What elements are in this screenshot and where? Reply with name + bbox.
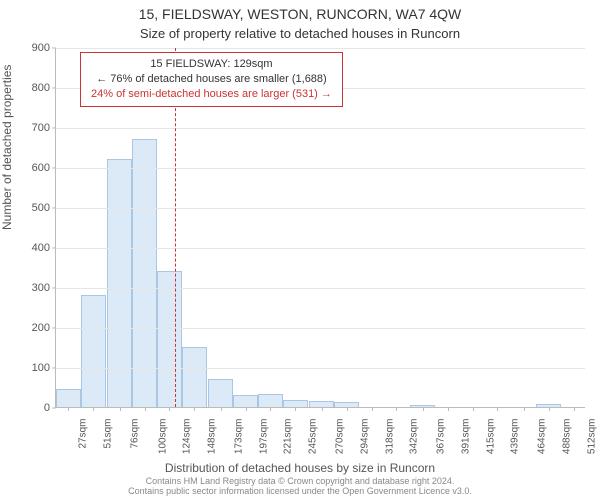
footer-line-1: Contains HM Land Registry data © Crown c… [146, 476, 455, 486]
xtick-label: 391sqm [460, 419, 471, 455]
xtick-mark [497, 407, 498, 411]
xtick-mark [68, 407, 69, 411]
xtick-label: 464sqm [536, 419, 547, 455]
ytick-label: 100 [32, 362, 50, 374]
xtick-label: 197sqm [258, 419, 269, 455]
annotation-line-3: 24% of semi-detached houses are larger (… [91, 87, 332, 102]
x-axis-label: Distribution of detached houses by size … [0, 461, 600, 475]
xtick-label: 439sqm [510, 419, 521, 455]
xtick-mark [295, 407, 296, 411]
xtick-label: 488sqm [561, 419, 572, 455]
ytick-label: 900 [32, 42, 50, 54]
ytick-mark [52, 328, 56, 329]
xtick-mark [322, 407, 323, 411]
xtick-mark [372, 407, 373, 411]
xtick-mark [347, 407, 348, 411]
xtick-mark [246, 407, 247, 411]
bar [132, 139, 158, 407]
xtick-mark [549, 407, 550, 411]
plot-area: 010020030040050060070080090027sqm51sqm76… [55, 48, 585, 408]
bar [208, 379, 234, 407]
xtick-label: 124sqm [182, 419, 193, 455]
xtick-mark [169, 407, 170, 411]
xtick-mark [194, 407, 195, 411]
ytick-mark [52, 248, 56, 249]
ytick-mark [52, 88, 56, 89]
bar [56, 389, 82, 407]
xtick-label: 100sqm [157, 419, 168, 455]
ytick-label: 400 [32, 242, 50, 254]
ytick-label: 300 [32, 282, 50, 294]
xtick-label: 76sqm [129, 419, 140, 449]
xtick-mark [120, 407, 121, 411]
bar [258, 394, 284, 407]
ytick-label: 0 [44, 402, 50, 414]
ytick-mark [52, 168, 56, 169]
xtick-mark [524, 407, 525, 411]
y-axis-label: Number of detached properties [0, 65, 14, 230]
bar [157, 271, 183, 407]
ytick-mark [52, 288, 56, 289]
xtick-label: 270sqm [334, 419, 345, 455]
xtick-label: 342sqm [409, 419, 420, 455]
xtick-mark [270, 407, 271, 411]
xtick-mark [145, 407, 146, 411]
page-subtitle: Size of property relative to detached ho… [0, 26, 600, 41]
xtick-mark [396, 407, 397, 411]
ytick-label: 700 [32, 122, 50, 134]
xtick-label: 221sqm [283, 419, 294, 455]
ytick-mark [52, 368, 56, 369]
bar [182, 347, 208, 407]
xtick-label: 318sqm [384, 419, 395, 455]
xtick-mark [448, 407, 449, 411]
bar [81, 295, 107, 407]
ytick-mark [52, 128, 56, 129]
xtick-mark [221, 407, 222, 411]
page-title: 15, FIELDSWAY, WESTON, RUNCORN, WA7 4QW [0, 6, 600, 22]
footer-attribution: Contains HM Land Registry data © Crown c… [0, 477, 600, 497]
ytick-label: 500 [32, 202, 50, 214]
bar [283, 400, 309, 407]
annotation-line-2: ← 76% of detached houses are smaller (1,… [91, 72, 332, 87]
xtick-mark [574, 407, 575, 411]
xtick-label: 294sqm [359, 419, 370, 455]
xtick-label: 51sqm [103, 419, 114, 449]
xtick-label: 245sqm [308, 419, 319, 455]
xtick-label: 512sqm [586, 419, 597, 455]
xtick-label: 173sqm [233, 419, 244, 455]
xtick-mark [473, 407, 474, 411]
ytick-label: 800 [32, 82, 50, 94]
ytick-mark [52, 208, 56, 209]
ytick-label: 200 [32, 322, 50, 334]
xtick-label: 415sqm [485, 419, 496, 455]
ytick-label: 600 [32, 162, 50, 174]
footer-line-2: Contains public sector information licen… [128, 486, 472, 496]
xtick-mark [423, 407, 424, 411]
xtick-label: 27sqm [78, 419, 89, 449]
bar [107, 159, 133, 407]
bar [233, 395, 259, 407]
annotation-line-1: 15 FIELDSWAY: 129sqm [91, 57, 332, 72]
xtick-label: 367sqm [435, 419, 446, 455]
ytick-mark [52, 48, 56, 49]
chart-container: 15, FIELDSWAY, WESTON, RUNCORN, WA7 4QW … [0, 0, 600, 500]
xtick-mark [93, 407, 94, 411]
ytick-mark [52, 408, 56, 409]
xtick-label: 148sqm [207, 419, 218, 455]
annotation-box: 15 FIELDSWAY: 129sqm← 76% of detached ho… [80, 52, 343, 107]
